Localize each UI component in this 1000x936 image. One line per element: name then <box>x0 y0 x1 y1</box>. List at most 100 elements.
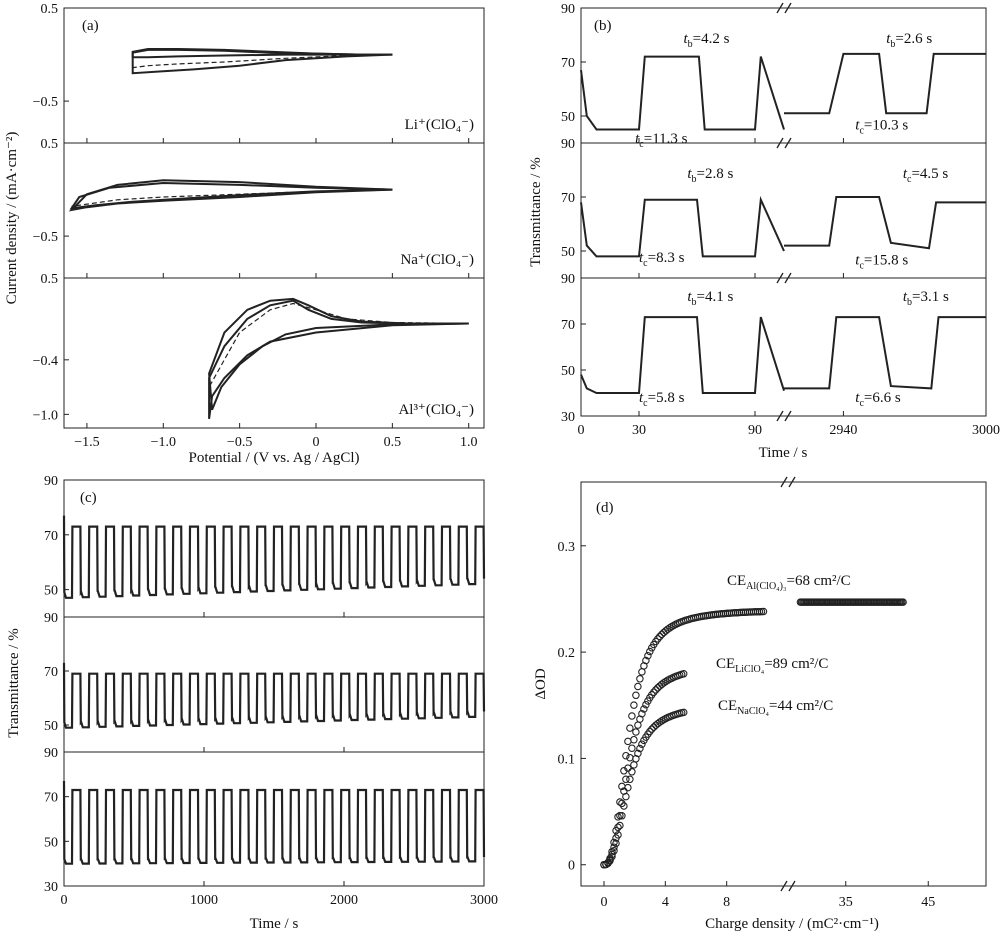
data-point <box>652 686 660 694</box>
data-point <box>630 701 638 709</box>
data-point <box>650 688 658 696</box>
panel-c-transmittance-cycling: (c) 90 70 50 90 70 50 90 70 50 300 1000 2000 3000 Time… <box>6 474 498 932</box>
time-constant-annotation: tc=10.3 s <box>855 118 908 137</box>
y-axis-title: Current density / (mA·cm⁻²) <box>4 132 20 305</box>
data-point <box>759 607 768 616</box>
x-axis-title: Potential / (V vs. Ag / AgCl) <box>189 450 360 466</box>
x-tick-label: 3000 <box>470 893 498 908</box>
y-tick-label: 50 <box>44 719 58 734</box>
axis-break-mark <box>776 137 792 149</box>
y-tick-label: 90 <box>561 272 575 287</box>
x-tick-label: −0.5 <box>227 435 252 450</box>
y-tick-label: 50 <box>44 835 58 850</box>
subplot-frame <box>580 7 987 144</box>
x-tick-label: 1000 <box>190 893 218 908</box>
cv-curve <box>68 179 393 212</box>
y-tick-label: −0.5 <box>33 95 58 110</box>
data-point <box>634 682 642 691</box>
transmittance-trace <box>580 55 785 131</box>
data-point <box>679 708 688 717</box>
x-tick-label: 0 <box>313 435 320 450</box>
subplot-frame <box>63 277 485 429</box>
panel-label-a: (a) <box>82 18 99 34</box>
y-tick-label: 50 <box>561 110 575 125</box>
cv-curve <box>71 189 393 207</box>
data-point <box>624 783 632 792</box>
data-point <box>622 775 630 784</box>
x-tick-label: 35 <box>839 895 853 910</box>
y-tick-label: 70 <box>561 56 575 71</box>
data-point <box>606 857 614 865</box>
data-point <box>622 792 630 801</box>
x-tick-label: 3000 <box>972 423 1000 438</box>
time-constant-annotation: tb=4.2 s <box>683 31 729 50</box>
y-tick-label: 30 <box>561 410 575 425</box>
coloration-efficiency-label: CELiClO₄=89 cm²/C <box>716 656 828 675</box>
data-point <box>616 798 624 806</box>
data-point <box>634 749 642 758</box>
transmittance-trace <box>784 196 986 250</box>
transmittance-trace <box>580 316 785 394</box>
cycling-trace <box>62 780 486 865</box>
y-axis-title: Transmittance / % <box>6 628 22 737</box>
y-tick-label: 70 <box>44 791 58 806</box>
subplot-ion-label: Na⁺(ClO₄⁻) <box>400 252 474 268</box>
x-tick-label: 0 <box>601 895 608 910</box>
data-point <box>624 737 632 746</box>
data-point <box>624 764 632 772</box>
data-point <box>646 647 654 656</box>
y-tick-label: 70 <box>561 318 575 333</box>
panel-b-transmittance-response: (b) 90 70 50 tb=4.2 s tc=11.3 s tb=2.6 s tc=10.… <box>528 2 1000 461</box>
data-point <box>630 761 638 769</box>
axis-break-mark <box>780 476 796 488</box>
y-tick-label: 50 <box>561 245 575 260</box>
data-point <box>648 725 656 733</box>
y-tick-label: 90 <box>44 746 58 761</box>
coloration-efficiency-label: CENaClO₄=44 cm²/C <box>718 698 833 717</box>
x-tick-label: 0 <box>61 893 68 908</box>
cycling-trace <box>62 662 486 729</box>
transmittance-trace <box>580 195 785 258</box>
time-constant-annotation: tc=15.8 s <box>855 253 908 272</box>
data-point <box>899 598 907 606</box>
x-tick-label: 45 <box>921 895 935 910</box>
data-point <box>620 802 628 810</box>
subplot-frame <box>580 277 987 417</box>
y-tick-label: 90 <box>561 2 575 17</box>
y-tick-label: −0.4 <box>33 354 58 369</box>
x-tick-label: 30 <box>632 423 646 438</box>
y-tick-label: 50 <box>44 584 58 599</box>
y-tick-label: −0.5 <box>33 230 58 245</box>
x-tick-label: 0.5 <box>384 435 402 450</box>
data-point <box>636 675 644 683</box>
cv-curve <box>131 48 393 75</box>
time-constant-annotation: tc=4.5 s <box>903 166 949 185</box>
transmittance-trace <box>784 52 986 115</box>
data-point <box>644 651 652 660</box>
cv-curve <box>208 302 469 388</box>
x-tick-label: 90 <box>748 423 762 438</box>
cv-curve <box>132 54 393 69</box>
y-axis-title: Transmittance / % <box>528 157 544 266</box>
y-tick-label: 0.2 <box>558 646 576 661</box>
x-axis-title: Charge density / (mC²·cm⁻¹) <box>705 916 879 932</box>
panel-label-d: (d) <box>596 500 614 516</box>
data-point <box>612 839 620 848</box>
x-tick-label: 1.0 <box>460 435 478 450</box>
data-point <box>662 677 670 686</box>
x-tick-label: 2000 <box>330 893 358 908</box>
data-point <box>622 751 630 760</box>
y-tick-label: 30 <box>44 880 58 895</box>
data-point <box>640 705 648 713</box>
data-point <box>646 727 654 736</box>
x-axis-title: Time / s <box>250 916 299 932</box>
panel-a-cyclic-voltammetry: (a) 0.5 −0.5 Li⁺(ClO₄⁻) 0.5 −0.5 Na⁺(ClO₄⁻) 0.5… <box>4 2 485 466</box>
y-tick-label: −1.0 <box>33 408 58 423</box>
axis-break-mark <box>780 880 796 892</box>
data-point <box>632 728 640 736</box>
y-tick-label: 50 <box>561 364 575 379</box>
cycling-trace <box>62 515 486 599</box>
x-tick-label: −1.0 <box>151 435 176 450</box>
data-point <box>614 813 622 821</box>
